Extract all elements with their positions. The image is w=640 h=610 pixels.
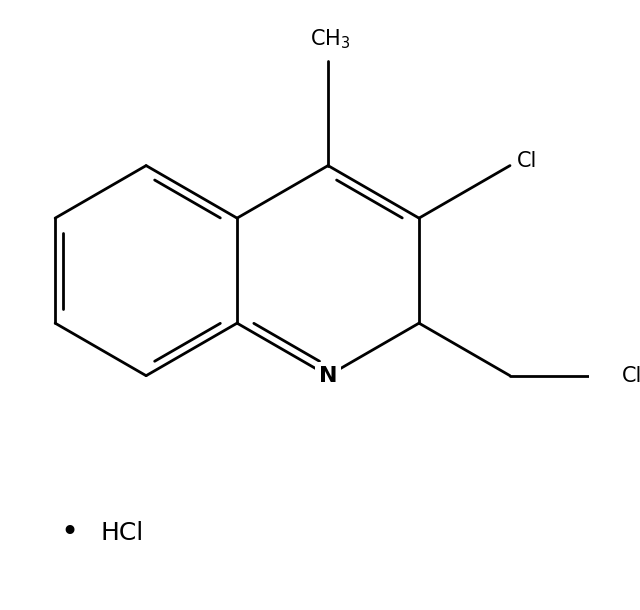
Text: HCl: HCl (100, 521, 143, 545)
Text: Cl: Cl (517, 151, 538, 171)
Text: •: • (61, 518, 79, 547)
Text: N: N (319, 365, 337, 386)
Text: Cl: Cl (622, 365, 640, 386)
Text: CH$_3$: CH$_3$ (310, 28, 350, 51)
